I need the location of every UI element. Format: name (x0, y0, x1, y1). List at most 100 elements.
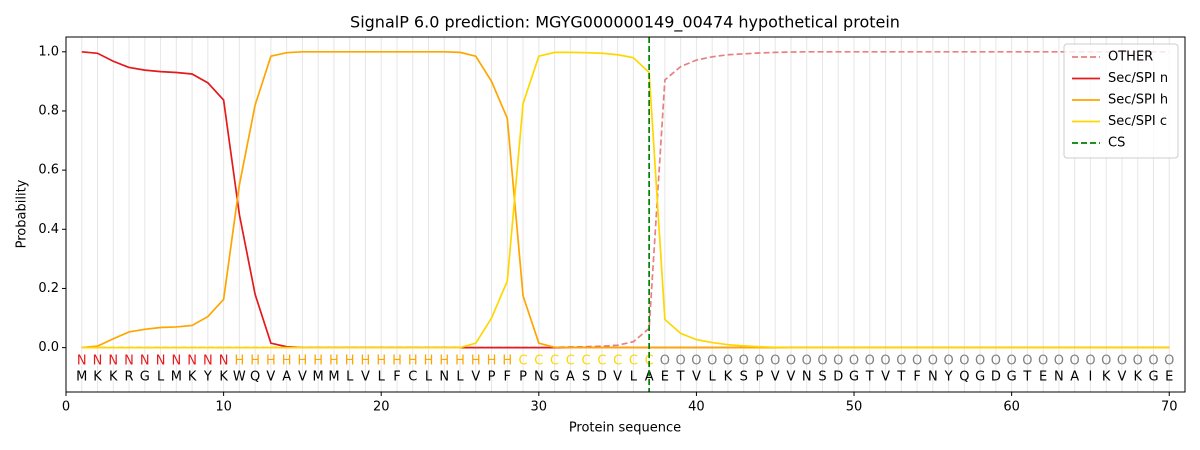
position-label: N (124, 354, 134, 369)
sequence-residue: K (724, 370, 733, 385)
position-label: O (959, 354, 969, 369)
sequence-residue: P (519, 370, 527, 385)
sequence-residue: N (439, 370, 449, 385)
position-label: N (156, 354, 166, 369)
position-label: O (1007, 354, 1017, 369)
position-label: N (203, 354, 213, 369)
y-tick-label: 0.4 (38, 222, 59, 237)
sequence-residue: C (408, 370, 417, 385)
position-label: O (1101, 354, 1111, 369)
x-tick-label: 40 (688, 400, 705, 415)
sequence-residue: F (504, 370, 511, 385)
position-label: N (77, 354, 87, 369)
sequence-residue: P (756, 370, 764, 385)
sequence-residue: M (171, 370, 182, 385)
sequence-residue: A (282, 370, 291, 385)
legend-label: OTHER (1108, 50, 1153, 65)
y-tick-label: 1.0 (38, 44, 59, 59)
sequence-residue: P (488, 370, 496, 385)
position-label: H (298, 354, 308, 369)
sequence-residue: D (597, 370, 607, 385)
position-label: C (613, 354, 622, 369)
position-label: O (1117, 354, 1127, 369)
series-line (81, 50, 1170, 349)
position-label: C (550, 354, 559, 369)
position-label: H (266, 354, 276, 369)
position-label: O (912, 354, 922, 369)
position-label: O (896, 354, 906, 369)
x-tick-label: 70 (1161, 400, 1178, 415)
position-label: C (582, 354, 591, 369)
position-label: H (471, 354, 481, 369)
sequence-residue: K (188, 370, 197, 385)
position-label: O (1070, 354, 1080, 369)
position-label: H (250, 354, 260, 369)
sequence-residue: F (393, 370, 400, 385)
sequence-residue: K (109, 370, 118, 385)
y-tick-label: 0.0 (38, 340, 59, 355)
position-label: H (502, 354, 512, 369)
legend-label: Sec/SPI c (1108, 114, 1167, 129)
sequence-residue: G (550, 370, 560, 385)
position-label: O (849, 354, 859, 369)
position-label: O (833, 354, 843, 369)
sequence-residue: V (266, 370, 275, 385)
sequence-residue: K (1102, 370, 1111, 385)
sequence-residue: T (676, 370, 685, 385)
position-label: N (219, 354, 229, 369)
position-label: N (171, 354, 181, 369)
sequence-residue: A (1070, 370, 1079, 385)
position-label: O (943, 354, 953, 369)
sequence-residue: Q (959, 370, 969, 385)
position-label: N (140, 354, 150, 369)
position-label: O (660, 354, 670, 369)
sequence-residue: V (298, 370, 307, 385)
sequence-residue: Y (944, 370, 953, 385)
x-tick-label: 50 (846, 400, 863, 415)
position-label: C (534, 354, 543, 369)
position-label: H (392, 354, 402, 369)
position-label: O (991, 354, 1001, 369)
position-label: O (1022, 354, 1032, 369)
sequence-residue: G (1007, 370, 1017, 385)
position-label: C (519, 354, 528, 369)
position-label: O (1038, 354, 1048, 369)
position-label: H (313, 354, 323, 369)
x-tick-label: 20 (373, 400, 390, 415)
sequence-residue: G (975, 370, 985, 385)
sequence-residue: S (740, 370, 748, 385)
position-label: O (770, 354, 780, 369)
legend-label: Sec/SPI n (1108, 71, 1168, 86)
position-label: H (424, 354, 434, 369)
sequence-residue: V (692, 370, 701, 385)
position-label: C (566, 354, 575, 369)
sequence-residue: T (896, 370, 905, 385)
legend-label: CS (1108, 136, 1125, 151)
sequence-residue: T (865, 370, 874, 385)
series-line (81, 51, 1170, 349)
position-label: O (865, 354, 875, 369)
position-label: C (597, 354, 606, 369)
position-label: O (739, 354, 749, 369)
sequence-residue: V (471, 370, 480, 385)
sequence-residue: R (125, 370, 134, 385)
position-label: H (282, 354, 292, 369)
sequence-residue: L (346, 370, 354, 385)
plot-frame (65, 36, 1186, 393)
position-label: O (786, 354, 796, 369)
sequence-residue: T (1022, 370, 1031, 385)
sequence-residue: S (818, 370, 826, 385)
sequence-residue: L (378, 370, 386, 385)
position-label: O (1148, 354, 1158, 369)
legend-label: Sec/SPI h (1108, 93, 1168, 108)
position-label: O (754, 354, 764, 369)
sequence-residue: V (1118, 370, 1127, 385)
position-label: N (187, 354, 197, 369)
y-tick-label: 0.6 (38, 163, 59, 178)
chart-title: SignalP 6.0 prediction: MGYG000000149_00… (350, 13, 900, 33)
position-label: H (408, 354, 418, 369)
sequence-residue: V (771, 370, 780, 385)
position-label: O (1054, 354, 1064, 369)
sequence-residue: K (1133, 370, 1142, 385)
position-label: O (928, 354, 938, 369)
